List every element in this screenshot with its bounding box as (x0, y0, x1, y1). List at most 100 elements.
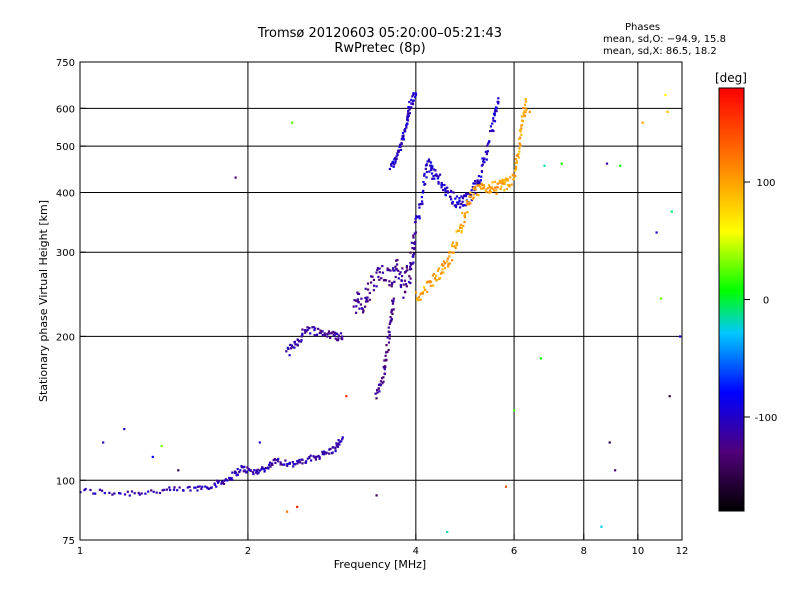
data-point (296, 344, 299, 347)
data-point (235, 471, 238, 474)
data-point (393, 158, 396, 161)
data-point (405, 266, 408, 269)
data-point (450, 198, 453, 201)
data-point (406, 117, 409, 120)
data-point (318, 456, 321, 459)
data-point (491, 122, 494, 125)
data-point (284, 459, 287, 462)
data-point (409, 265, 412, 268)
data-point (463, 221, 466, 224)
data-point (364, 296, 367, 299)
data-point (408, 280, 411, 284)
data-point (379, 384, 382, 387)
data-point (404, 270, 408, 273)
data-point (239, 469, 242, 472)
data-point (380, 277, 383, 280)
data-point (391, 161, 394, 164)
stray-point (605, 162, 609, 165)
data-point (306, 457, 309, 460)
data-point (365, 299, 368, 302)
data-point (328, 452, 331, 455)
stray-point (151, 455, 154, 458)
data-point (405, 283, 408, 286)
data-point (379, 380, 382, 383)
data-point (376, 389, 379, 392)
data-point (503, 179, 506, 182)
data-point (389, 321, 392, 324)
data-point (522, 112, 525, 115)
data-point (373, 284, 376, 287)
data-point (213, 482, 216, 485)
data-point (401, 267, 404, 270)
data-point (413, 242, 416, 246)
data-point (474, 192, 477, 195)
data-point (467, 203, 471, 206)
data-point (419, 298, 422, 301)
data-point (429, 164, 432, 167)
stray-point (177, 469, 180, 472)
data-point (355, 299, 358, 302)
data-point (393, 269, 396, 272)
data-point (435, 274, 438, 277)
data-point (492, 129, 495, 133)
x-tick-label: 8 (581, 546, 587, 557)
data-point (360, 307, 364, 310)
data-point (504, 177, 508, 180)
data-point (427, 280, 430, 283)
data-point (406, 119, 410, 122)
data-point (437, 175, 440, 178)
data-point (387, 348, 390, 352)
data-point (383, 372, 386, 375)
data-point (488, 189, 491, 192)
data-point (441, 271, 444, 274)
data-point (401, 275, 404, 278)
data-point (408, 100, 411, 104)
data-point (309, 454, 312, 457)
data-point (208, 487, 211, 490)
data-point (460, 231, 463, 234)
colorbar-gradient (718, 87, 745, 512)
data-point (465, 200, 469, 203)
data-point (481, 163, 484, 166)
data-point (158, 491, 162, 495)
data-point (478, 182, 482, 185)
data-point (406, 112, 410, 115)
data-point (441, 263, 444, 266)
data-point (388, 268, 391, 271)
data-point (325, 452, 328, 455)
data-point (430, 167, 434, 170)
data-point (314, 458, 317, 461)
data-point (421, 292, 424, 295)
data-point (435, 279, 439, 282)
data-point (332, 330, 335, 333)
data-point (392, 297, 395, 300)
data-point (409, 282, 412, 285)
data-point (416, 297, 419, 300)
data-point (482, 187, 485, 190)
data-point (169, 488, 172, 492)
data-point (438, 276, 442, 280)
data-point (446, 265, 450, 268)
data-point (412, 261, 415, 264)
data-point (437, 182, 440, 185)
data-point (431, 177, 434, 180)
data-point (514, 162, 517, 165)
data-point (458, 226, 462, 229)
data-point (364, 305, 367, 308)
data-point (412, 99, 415, 102)
data-point (390, 311, 393, 314)
data-point (365, 300, 368, 303)
data-point (92, 492, 95, 495)
data-point (429, 161, 433, 164)
data-point (451, 251, 454, 254)
data-point (432, 168, 435, 171)
data-point (501, 182, 504, 185)
data-point (383, 368, 386, 371)
data-point (255, 470, 258, 473)
data-point (483, 158, 486, 161)
data-point (429, 284, 432, 287)
data-point (486, 187, 489, 190)
chart-title: Tromsø 20120603 05:20:00–05:21:43 (257, 26, 503, 41)
colorbar: [deg] 100 0 -100 (715, 71, 777, 512)
data-point (215, 485, 218, 488)
